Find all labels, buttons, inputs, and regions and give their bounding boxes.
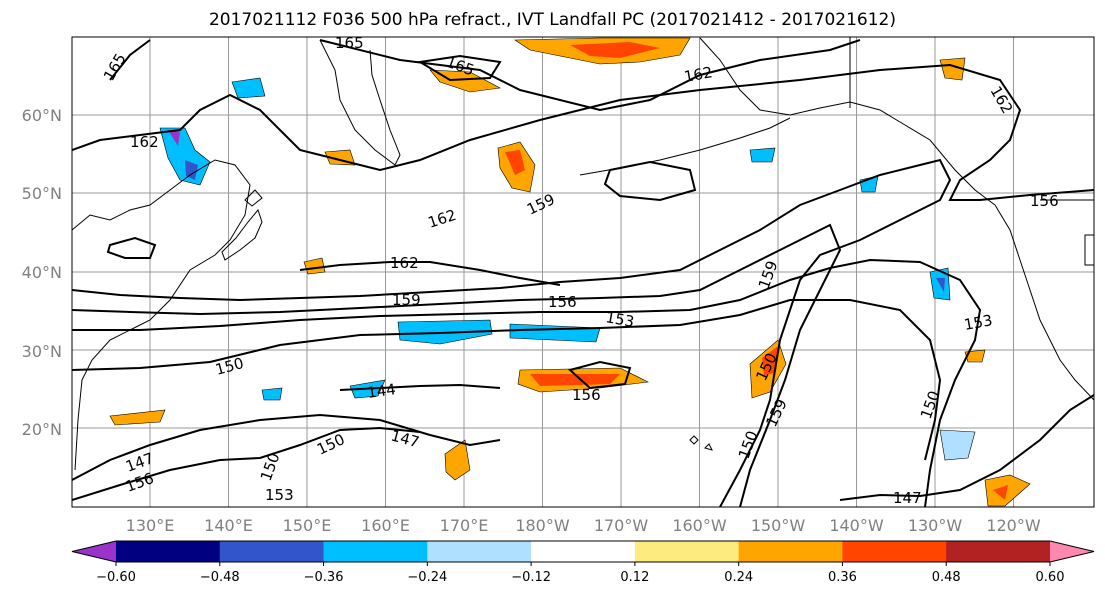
map-title: 2017021112 F036 500 hPa refract., IVT La… — [208, 10, 896, 30]
contour-label: 153 — [963, 311, 994, 334]
colorbar-bin — [946, 541, 1051, 562]
lon-label: 150°E — [283, 516, 332, 535]
contour-162b — [299, 261, 561, 286]
colorbar-tick-label: −0.24 — [407, 570, 447, 585]
coastline-asia — [72, 159, 251, 471]
shade-negative — [939, 429, 976, 461]
lon-label: 160°E — [361, 516, 410, 535]
coastline-hawaii — [689, 435, 713, 451]
map-panel: 165 165 165 162 162 162 162 159 159 159 … — [71, 34, 1095, 508]
colorbar-tick-label: 0.12 — [620, 570, 649, 585]
lon-label: 170°W — [594, 516, 649, 535]
contour-closed-c — [567, 360, 632, 390]
contour-closed-a — [106, 236, 157, 259]
colorbar-bin — [323, 541, 428, 562]
contour-label: 156 — [1030, 192, 1059, 210]
shade-negative — [168, 130, 180, 146]
colorbar-bin — [842, 541, 947, 562]
lon-label: 130°E — [126, 516, 175, 535]
lat-label: 40°N — [22, 263, 62, 282]
colorbar-tick-label: 0.36 — [828, 570, 857, 585]
shade-positive — [530, 374, 620, 386]
colorbar-tick-label: 0.60 — [1036, 570, 1065, 585]
contour-label: 156 — [548, 293, 577, 311]
contour-165 — [109, 39, 861, 112]
lat-label: 30°N — [22, 342, 62, 361]
colorbar-bin — [738, 541, 843, 562]
colorbar: −0.60 −0.48 −0.36 −0.24 −0.12 0.12 0.24 0.36 0.4… — [71, 540, 1095, 585]
shade-positive — [984, 474, 1031, 507]
shade-positive — [993, 485, 1008, 500]
colorbar-extend-high — [1050, 541, 1094, 562]
shade-negative — [185, 160, 198, 180]
shade-positive — [939, 57, 966, 81]
contour-label: 159 — [392, 291, 421, 309]
colorbar-bin — [427, 541, 532, 562]
contour-label: 156 — [572, 386, 601, 404]
longitude-labels: 130°E 140°E 150°E 160°E 170°E 180°W 170°W 160°W… — [126, 516, 1041, 535]
contour-144 — [339, 383, 501, 391]
coastline-kamchatka — [319, 39, 401, 166]
shade-positive — [429, 69, 501, 93]
shade-negative — [936, 278, 945, 292]
lon-label: 140°W — [829, 516, 884, 535]
shading-layer — [109, 37, 1031, 507]
lon-label: 130°W — [908, 516, 963, 535]
colorbar-bin — [634, 541, 740, 562]
contour-150 — [72, 299, 942, 461]
colorbar-tick-label: −0.60 — [96, 570, 136, 585]
contour-label: 147 — [893, 489, 922, 507]
contour-147 — [72, 413, 501, 481]
lon-label: 180°W — [515, 516, 570, 535]
contour-156 — [72, 223, 842, 507]
colorbar-tick-label: 0.48 — [932, 570, 961, 585]
shade-positive — [570, 42, 660, 58]
contour-closed-d — [417, 54, 502, 82]
lat-label: 50°N — [22, 184, 62, 203]
contour-closed-b — [603, 160, 697, 202]
latitude-labels: 60°N 50°N 40°N 30°N 20°N — [22, 106, 62, 439]
colorbar-tick-label: −0.12 — [511, 570, 551, 585]
colorbar-bin — [219, 541, 325, 562]
coastline-namerica — [994, 204, 1094, 401]
lat-label: 60°N — [22, 106, 62, 125]
lon-label: 150°W — [751, 516, 806, 535]
contour-label: 144 — [366, 380, 397, 402]
shade-negative — [749, 147, 776, 163]
contour-label: 165 — [335, 34, 364, 52]
shade-negative — [231, 77, 266, 99]
contour-153 — [72, 258, 982, 507]
coastline-japan — [221, 189, 263, 261]
colorbar-tick-label: −0.48 — [200, 570, 240, 585]
contour-150b — [72, 426, 421, 501]
lon-label: 160°W — [672, 516, 727, 535]
coastlines — [72, 37, 1094, 471]
contour-159 — [72, 158, 952, 507]
shade-positive — [505, 150, 525, 175]
shade-positive — [964, 349, 986, 363]
lon-label: 170°E — [440, 516, 489, 535]
contour-label: 153 — [265, 486, 294, 504]
colorbar-tick-label: 0.24 — [724, 570, 753, 585]
colorbar-bin — [116, 541, 221, 562]
contour-label: 162 — [683, 63, 714, 86]
colorbar-tick-label: −0.36 — [304, 570, 344, 585]
shade-positive — [109, 409, 166, 426]
shade-positive — [762, 346, 778, 376]
lat-label: 20°N — [22, 420, 62, 439]
contour-162 — [72, 63, 1094, 201]
contour-lines — [72, 39, 1094, 507]
colorbar-extend-low — [72, 541, 116, 562]
map-frame — [71, 36, 1095, 508]
border-us-canada — [849, 37, 1094, 266]
colorbar-bin — [531, 541, 636, 562]
contour-label: 162 — [130, 133, 159, 151]
contour-147b — [839, 394, 1094, 501]
lon-label: 120°W — [986, 516, 1041, 535]
shade-negative — [261, 387, 283, 401]
contour-label: 153 — [604, 308, 635, 331]
contour-label: 162 — [390, 254, 419, 272]
lon-label: 140°E — [204, 516, 253, 535]
